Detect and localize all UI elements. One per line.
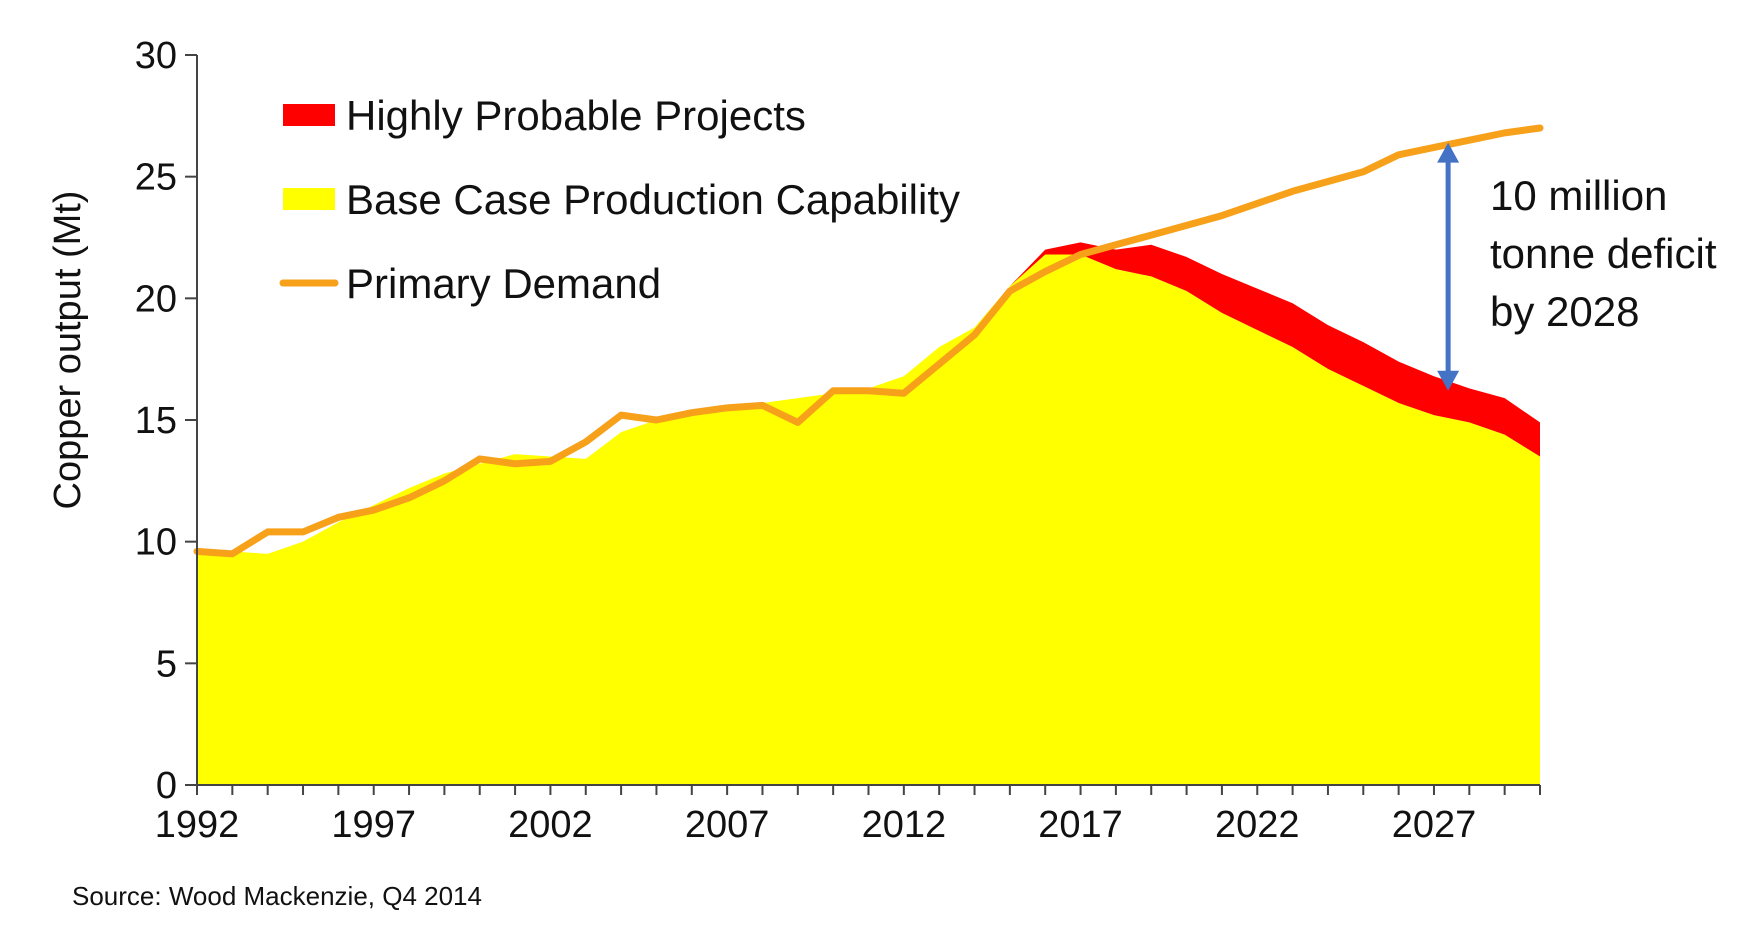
y-tick-label: 15	[135, 400, 177, 442]
annotation-line: 10 million	[1490, 172, 1667, 219]
deficit-annotation: 10 million tonne deficit by 2028	[1437, 142, 1717, 391]
x-tick-label: 2022	[1215, 804, 1300, 846]
y-tick-label: 0	[156, 765, 177, 807]
x-tick-label: 1997	[331, 804, 416, 846]
y-tick-label: 5	[156, 643, 177, 685]
annotation-line: tonne deficit	[1490, 230, 1717, 277]
plot-area	[193, 124, 1544, 786]
source-note: Source: Wood Mackenzie, Q4 2014	[72, 881, 482, 911]
legend: Highly Probable Projects Base Case Produc…	[279, 92, 960, 307]
x-tick-label: 2012	[862, 804, 947, 846]
x-tick-label: 2007	[685, 804, 770, 846]
base-case-area	[197, 254, 1540, 786]
legend-swatch	[283, 188, 335, 210]
legend-label: Base Case Production Capability	[346, 176, 960, 223]
deficit-arrow-head-down	[1437, 370, 1460, 391]
x-tick-label: 2017	[1038, 804, 1123, 846]
y-tick-label: 10	[135, 522, 177, 564]
y-tick-label: 30	[135, 35, 177, 77]
annotation-line: by 2028	[1490, 288, 1639, 335]
y-tick-label: 25	[135, 157, 177, 199]
x-tick-label: 2002	[508, 804, 593, 846]
axes: 0 5 10 15 20 25 30 1992 1997 2002 2007 2012 2017 202…	[47, 35, 1541, 846]
y-axis-title: Copper output (Mt)	[47, 191, 89, 510]
x-tick-label: 1992	[155, 804, 240, 846]
y-axis-ticks: 0 5 10 15 20 25 30	[135, 35, 197, 807]
y-tick-label: 20	[135, 278, 177, 320]
x-axis-ticks: 1992 1997 2002 2007 2012 2017 2022 2027	[155, 785, 1541, 846]
legend-swatch	[283, 104, 335, 126]
deficit-arrow-head-up	[1437, 142, 1460, 163]
primary-demand-line	[193, 124, 1544, 558]
x-tick-label: 2027	[1392, 804, 1477, 846]
legend-label: Primary Demand	[346, 260, 661, 307]
legend-label: Highly Probable Projects	[346, 92, 806, 139]
